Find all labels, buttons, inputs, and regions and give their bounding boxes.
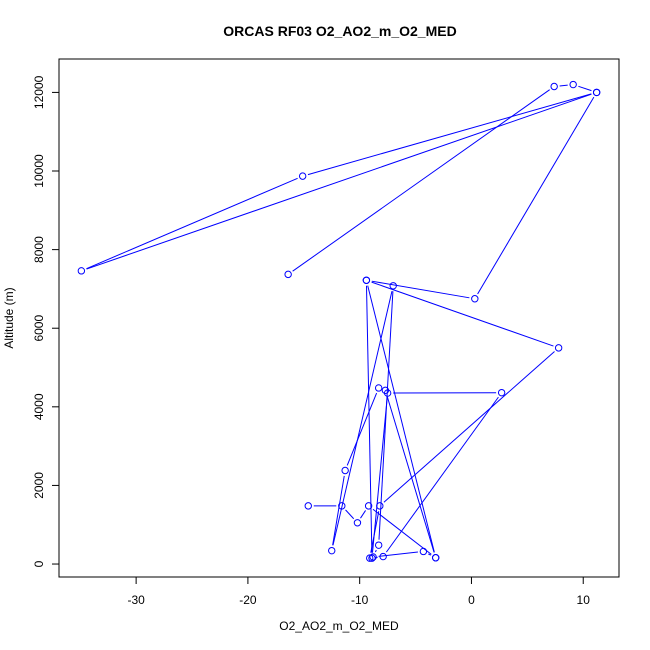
data-point xyxy=(362,276,371,284)
series-segment xyxy=(367,285,435,553)
series-segment xyxy=(428,553,432,556)
data-point xyxy=(284,270,292,279)
x-tick-label: -30 xyxy=(127,593,145,607)
y-tick-label: 0 xyxy=(32,560,46,567)
chart-title: ORCAS RF03 O2_AO2_m_O2_MED xyxy=(223,23,456,39)
series-segment xyxy=(477,96,595,295)
data-point xyxy=(364,502,373,510)
series-segment xyxy=(578,85,592,92)
data-point xyxy=(592,88,601,97)
x-axis-label: O2_AO2_m_O2_MED xyxy=(279,619,399,633)
x-tick-label: -20 xyxy=(239,593,257,607)
series-segment xyxy=(292,89,550,272)
data-point xyxy=(383,389,392,397)
data-point xyxy=(419,547,428,556)
series-segment xyxy=(365,285,373,553)
data-point xyxy=(554,344,563,352)
y-tick-label: 4000 xyxy=(32,393,46,420)
x-tick-label: 10 xyxy=(577,593,591,607)
data-point xyxy=(376,502,384,510)
y-axis: 0 2000 4000 6000 8000 10000 12000 xyxy=(32,75,59,567)
data-point xyxy=(369,553,377,561)
series-segment xyxy=(371,280,470,299)
data-point xyxy=(328,546,336,555)
data-point xyxy=(341,466,349,475)
data-point xyxy=(379,552,387,561)
series-segment xyxy=(378,551,418,557)
series-segment xyxy=(332,475,345,546)
y-tick-label: 8000 xyxy=(32,236,46,263)
series-segment xyxy=(370,511,380,553)
series-segment xyxy=(383,351,555,503)
data-point xyxy=(298,172,307,180)
y-tick-label: 10000 xyxy=(32,154,46,188)
series-segment xyxy=(559,84,568,87)
data-point xyxy=(471,295,479,303)
x-tick-label: 0 xyxy=(468,593,475,607)
data-point xyxy=(304,502,312,510)
data-point xyxy=(389,282,397,290)
series-segment xyxy=(345,509,355,520)
y-axis-label: Altitude (m) xyxy=(2,287,16,348)
series-segment xyxy=(372,508,432,555)
series-segment xyxy=(86,177,298,270)
y-tick-label: 6000 xyxy=(32,315,46,342)
series-segment xyxy=(86,93,592,270)
series-segment xyxy=(374,549,377,553)
data-point xyxy=(366,554,374,562)
data-point xyxy=(77,267,86,275)
data-point xyxy=(431,554,440,562)
x-axis: -30 -20 -10 0 10 xyxy=(127,577,590,607)
data-point xyxy=(338,502,346,510)
series-group xyxy=(77,80,601,562)
x-tick-label: -10 xyxy=(351,593,369,607)
data-point xyxy=(368,554,376,562)
series-segment xyxy=(371,398,388,553)
data-point xyxy=(353,519,362,527)
series-segment xyxy=(371,281,554,347)
series-segment xyxy=(386,395,435,553)
y-tick-label: 2000 xyxy=(32,472,46,499)
y-tick-label: 12000 xyxy=(32,75,46,109)
series-segment xyxy=(346,392,378,466)
data-point xyxy=(569,80,577,89)
data-point xyxy=(374,541,383,549)
data-point xyxy=(550,82,558,91)
series-segment xyxy=(385,396,499,553)
plot-frame xyxy=(58,58,620,578)
data-point xyxy=(374,384,383,392)
series-segment xyxy=(307,93,592,176)
series-segment xyxy=(360,510,367,519)
data-point xyxy=(497,388,506,397)
